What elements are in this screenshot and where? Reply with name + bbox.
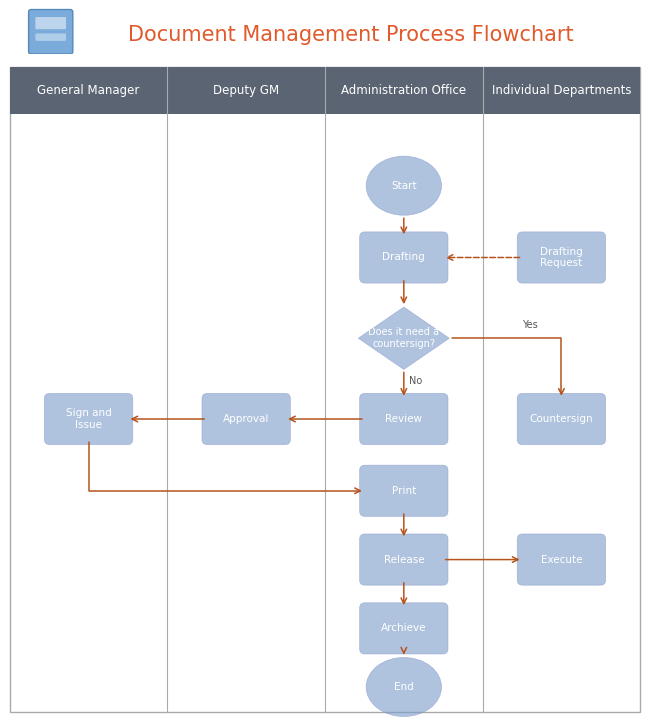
Text: Sign and
Issue: Sign and Issue [66,408,111,430]
Text: Release: Release [384,554,424,564]
FancyBboxPatch shape [359,465,448,516]
FancyBboxPatch shape [359,603,448,654]
FancyBboxPatch shape [517,393,606,445]
FancyBboxPatch shape [10,67,640,712]
FancyBboxPatch shape [202,393,291,445]
FancyBboxPatch shape [517,534,606,585]
Polygon shape [358,307,449,369]
Text: Deputy GM: Deputy GM [213,84,280,96]
Text: Start: Start [391,181,417,191]
Text: No: No [409,376,423,386]
Text: Approval: Approval [223,414,269,424]
FancyBboxPatch shape [517,232,606,283]
Text: End: End [394,682,413,692]
Text: Archieve: Archieve [381,624,426,634]
Text: Drafting: Drafting [382,253,425,263]
FancyBboxPatch shape [29,9,73,54]
Text: Does it need a
countersign?: Does it need a countersign? [369,328,439,349]
Text: Yes: Yes [523,320,538,330]
Ellipse shape [366,156,441,215]
FancyBboxPatch shape [359,534,448,585]
Text: Execute: Execute [541,554,582,564]
FancyBboxPatch shape [359,232,448,283]
Text: Individual Departments: Individual Departments [491,84,631,96]
Text: General Manager: General Manager [38,84,140,96]
FancyBboxPatch shape [10,67,640,114]
Text: Drafting
Request: Drafting Request [540,247,583,269]
Text: Countersign: Countersign [530,414,593,424]
FancyBboxPatch shape [35,33,66,41]
Ellipse shape [366,657,441,716]
FancyBboxPatch shape [35,17,66,30]
FancyBboxPatch shape [44,393,133,445]
Text: Administration Office: Administration Office [341,84,467,96]
Text: Review: Review [385,414,422,424]
FancyBboxPatch shape [359,393,448,445]
Text: Print: Print [392,486,416,496]
Text: Document Management Process Flowchart: Document Management Process Flowchart [128,25,574,45]
